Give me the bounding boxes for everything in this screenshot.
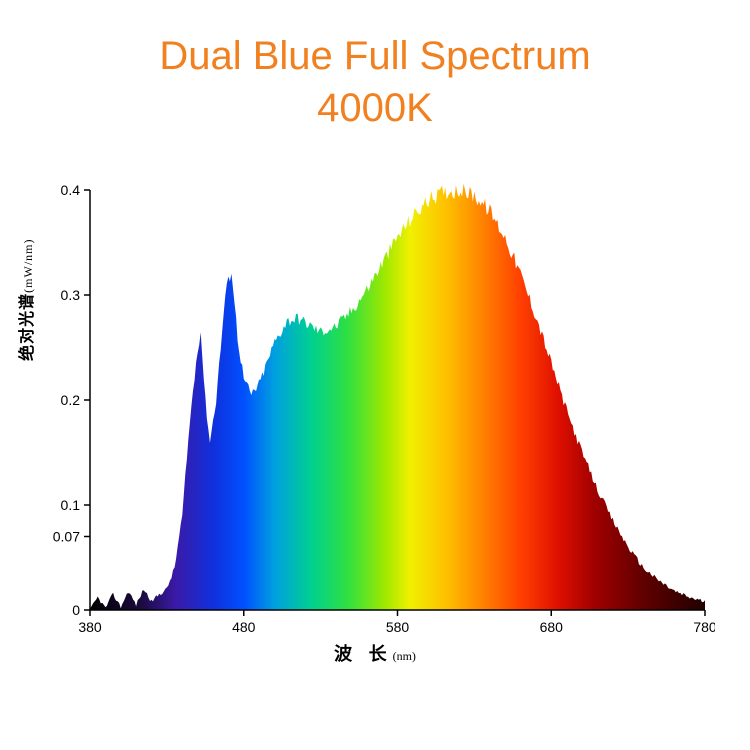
svg-text:380: 380 [78, 619, 102, 635]
svg-text:0: 0 [72, 602, 80, 618]
svg-text:0.2: 0.2 [61, 392, 81, 408]
y-axis-label: 绝对光谱(mW/nm) [13, 238, 37, 360]
svg-text:580: 580 [386, 619, 410, 635]
x-axis-label-text: 波 长 [334, 644, 393, 664]
svg-text:0.3: 0.3 [61, 287, 81, 303]
x-axis-label: 波 长(nm) [334, 640, 416, 666]
chart-svg: 380 480 580 680 780 0 0.07 0.1 0.2 0.3 0.4 [35, 180, 715, 640]
svg-text:0.4: 0.4 [61, 182, 81, 198]
svg-text:680: 680 [540, 619, 564, 635]
y-axis-label-text: 绝对光谱 [19, 293, 36, 361]
title-block: Dual Blue Full Spectrum 4000K [0, 0, 750, 134]
x-axis-label-unit: (nm) [393, 649, 416, 663]
svg-text:480: 480 [232, 619, 256, 635]
title-line-1: Dual Blue Full Spectrum [0, 30, 750, 82]
spectrum-chart: 绝对光谱(mW/nm) 38048058068078000.070.10.20.… [35, 180, 715, 640]
title-line-2: 4000K [0, 82, 750, 134]
svg-text:0.1: 0.1 [61, 497, 81, 513]
y-axis-label-unit: (mW/nm) [21, 238, 35, 292]
svg-text:780: 780 [693, 619, 715, 635]
svg-text:0.07: 0.07 [53, 529, 80, 545]
